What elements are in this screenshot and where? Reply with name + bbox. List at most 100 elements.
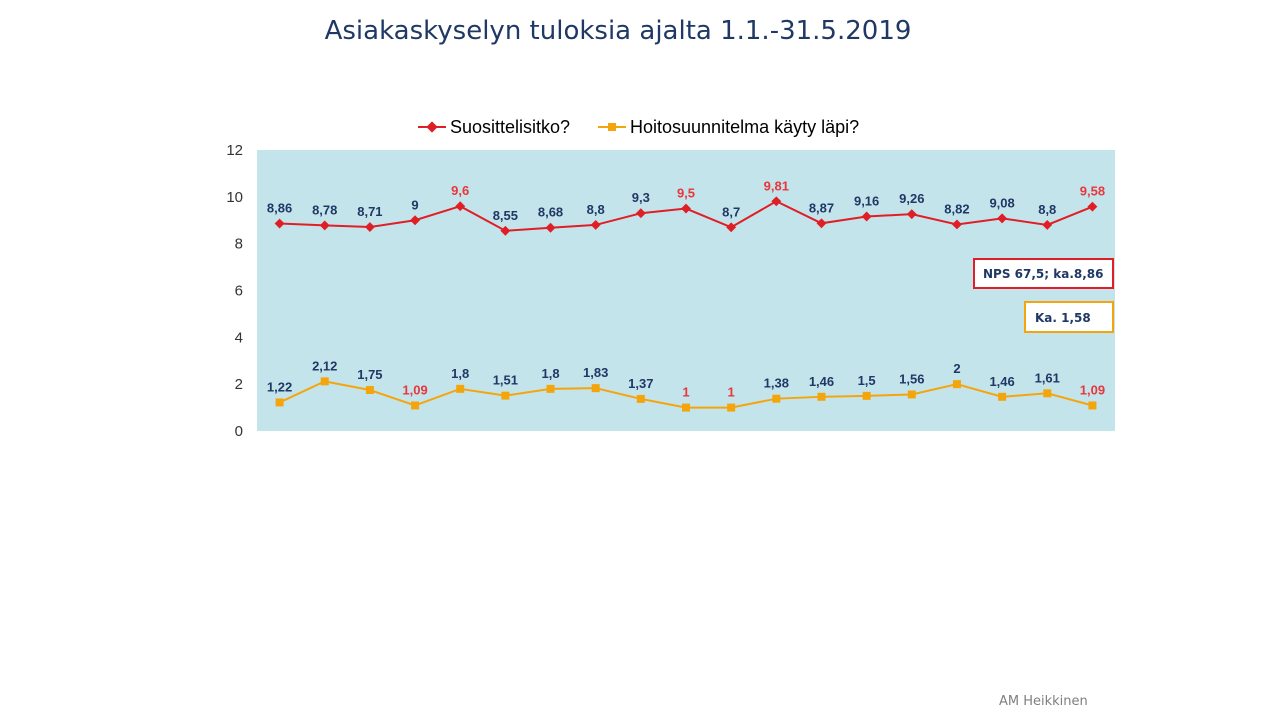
data-point-series2 (682, 403, 690, 412)
data-label-series2: 1,83 (583, 365, 608, 380)
data-label-series1: 9,5 (677, 186, 695, 201)
data-label-series1: 9,08 (989, 195, 1014, 210)
data-point-series1 (1087, 201, 1098, 212)
data-point-series2 (501, 391, 510, 400)
data-point-series2 (636, 394, 645, 403)
y-tick-label: 0 (235, 423, 243, 440)
data-point-series2 (275, 398, 284, 407)
y-tick-label: 8 (235, 236, 243, 253)
data-label-series2: 1,51 (493, 373, 518, 388)
legend-marker-series2 (608, 123, 616, 131)
data-point-series2 (546, 384, 555, 393)
data-label-series2: 1,22 (267, 379, 292, 394)
data-point-series2 (907, 390, 916, 399)
data-label-series2: 1,46 (989, 374, 1014, 389)
data-point-series2 (411, 401, 420, 410)
data-point-series2 (320, 377, 329, 386)
data-point-series1 (771, 196, 782, 207)
data-labels-layer: 8,86 8,78 8,71 9 9,6 8,55 8,68 8,8 9,3 9,5 8,7 9,81… (267, 178, 1105, 399)
data-point-series2 (591, 384, 600, 393)
data-point-series1 (410, 215, 421, 226)
y-tick-label: 10 (226, 189, 243, 206)
data-label-series2: 1,8 (451, 366, 469, 381)
footer-author: AM Heikkinen (999, 694, 1088, 709)
data-label-series2: 1 (728, 385, 735, 400)
data-point-series1 (906, 209, 917, 220)
annotation-average: Ka. 1,58 (1024, 301, 1114, 333)
data-label-series1: 9,3 (632, 190, 650, 205)
data-label-series2: 1,8 (541, 366, 559, 381)
data-point-series2 (952, 380, 961, 389)
data-label-series1: 9 (411, 197, 418, 212)
series-layer (274, 196, 1098, 412)
data-label-series1: 8,8 (587, 202, 605, 217)
data-label-series2: 1,09 (1080, 382, 1105, 397)
data-point-series2 (817, 392, 826, 401)
annotation-nps-text: NPS 67,5; ka.8,86 (983, 267, 1104, 281)
data-point-series2 (862, 391, 871, 400)
data-label-series1: 8,71 (357, 204, 382, 219)
data-point-series1 (274, 218, 285, 229)
data-point-series2 (727, 403, 736, 412)
data-label-series1: 9,81 (764, 178, 789, 193)
data-label-series2: 1,56 (899, 371, 924, 386)
y-tick-label: 4 (235, 329, 243, 346)
data-label-series2: 2 (953, 361, 960, 376)
data-point-series1 (545, 222, 556, 233)
legend-label-series1: Suosittelisitko? (450, 117, 570, 137)
y-tick-label: 2 (235, 376, 243, 393)
chart-title: Asiakaskyselyn tuloksia ajalta 1.1.-31.5… (324, 16, 912, 46)
data-point-series1 (1042, 219, 1053, 230)
legend-label-series2: Hoitosuunnitelma käyty läpi? (630, 117, 859, 137)
data-label-series1: 8,86 (267, 201, 292, 216)
data-label-series2: 1,09 (402, 382, 427, 397)
data-label-series2: 1,46 (809, 374, 834, 389)
y-tick-label: 12 (226, 142, 243, 159)
annotation-average-box (1024, 301, 1114, 333)
data-label-series1: 9,16 (854, 194, 879, 209)
data-point-series1 (861, 211, 872, 222)
data-label-series2: 1,5 (858, 373, 876, 388)
data-label-series1: 8,8 (1038, 202, 1056, 217)
data-point-series2 (1088, 401, 1097, 410)
data-point-series1 (726, 222, 737, 233)
data-label-series2: 1,75 (357, 367, 382, 382)
data-point-series2 (456, 384, 465, 393)
data-label-series1: 8,55 (493, 208, 518, 223)
data-point-series1 (951, 219, 962, 230)
data-label-series1: 8,68 (538, 205, 563, 220)
plot-area (257, 150, 1115, 431)
data-point-series1 (500, 225, 511, 236)
data-point-series2 (1043, 389, 1052, 398)
data-label-series1: 9,26 (899, 191, 924, 206)
y-axis: 0 2 4 6 8 10 12 (226, 142, 243, 440)
annotation-nps-box (973, 258, 1114, 289)
data-point-series1 (455, 201, 466, 212)
data-label-series1: 9,6 (451, 183, 469, 198)
data-label-series1: 8,87 (809, 200, 834, 215)
data-point-series1 (590, 219, 601, 230)
data-point-series2 (772, 394, 781, 403)
data-point-series1 (364, 222, 375, 232)
data-label-series2: 1,38 (764, 376, 789, 391)
data-label-series2: 1,37 (628, 376, 653, 391)
data-point-series2 (998, 392, 1007, 401)
data-label-series1: 9,58 (1080, 184, 1105, 199)
data-label-series1: 8,82 (944, 201, 969, 216)
annotation-average-text: Ka. 1,58 (1035, 311, 1091, 325)
data-point-series1 (681, 203, 691, 214)
data-label-series2: 1,61 (1035, 370, 1060, 385)
y-tick-label: 6 (235, 283, 243, 300)
data-point-series1 (816, 218, 827, 229)
data-point-series1 (997, 213, 1008, 224)
annotation-nps: NPS 67,5; ka.8,86 (973, 258, 1114, 289)
legend-marker-series1 (426, 121, 438, 133)
legend: Suosittelisitko? Hoitosuunnitelma käyty … (418, 117, 859, 137)
data-label-series1: 8,7 (722, 204, 740, 219)
data-point-series1 (319, 220, 330, 231)
data-point-series1 (635, 208, 646, 219)
data-label-series1: 8,78 (312, 202, 337, 217)
data-point-series2 (365, 386, 374, 395)
data-label-series2: 1 (682, 385, 689, 400)
